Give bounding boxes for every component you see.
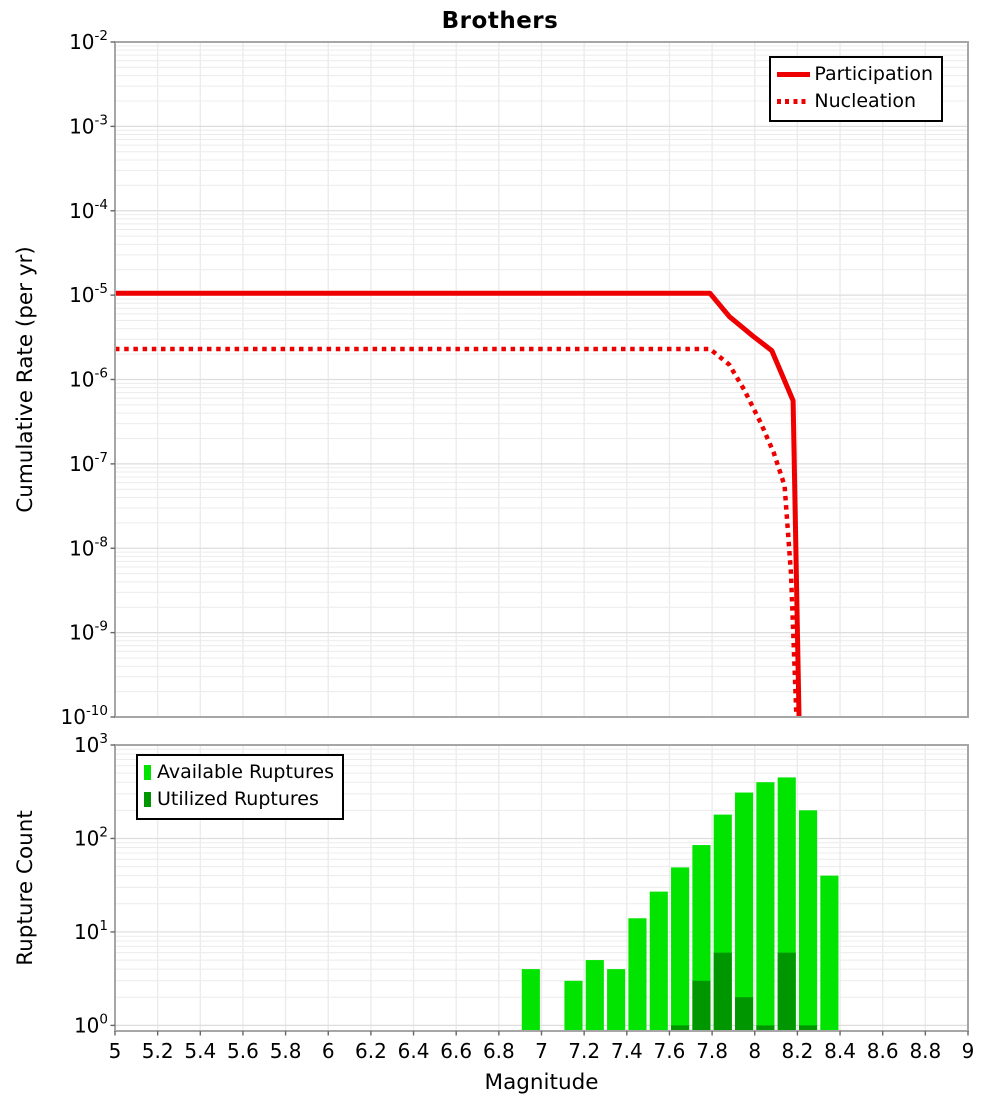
- x-tick-label: 6.2: [355, 1039, 387, 1063]
- x-tick-label: 6: [322, 1039, 335, 1063]
- y-tick-label: 103: [74, 731, 108, 757]
- x-tick-label: 7.2: [568, 1039, 600, 1063]
- x-tick-label: 8: [748, 1039, 761, 1063]
- y-tick-label: 10-8: [69, 534, 108, 560]
- available-bar: [521, 969, 540, 1031]
- legend-item-utilized: Utilized Ruptures: [144, 786, 334, 813]
- x-tick-label: 8.8: [909, 1039, 941, 1063]
- legend-item-participation: Participation: [777, 61, 933, 88]
- x-tick-label: 7.4: [611, 1039, 643, 1063]
- available-bar: [671, 867, 690, 1031]
- legend-label: Available Ruptures: [157, 761, 334, 783]
- y-tick-label: 10-3: [69, 112, 108, 138]
- rate-legend: Participation Nucleation: [769, 56, 943, 122]
- page-title: Brothers: [441, 8, 559, 34]
- utilized-bar: [713, 952, 732, 1031]
- legend-label: Utilized Ruptures: [157, 788, 319, 810]
- available-bar: [585, 960, 604, 1031]
- rupture-legend: Available Ruptures Utilized Ruptures: [136, 754, 344, 820]
- x-tick-label: 6.4: [398, 1039, 430, 1063]
- utilized-bar: [799, 1025, 818, 1031]
- x-tick-label: 5.8: [270, 1039, 302, 1063]
- x-tick-label: 5.6: [227, 1039, 259, 1063]
- x-axis-title: Magnitude: [485, 1070, 599, 1095]
- nucleation-line: [115, 346, 799, 717]
- x-tick-label: 8.4: [824, 1039, 856, 1063]
- y-tick-label: 10-10: [60, 703, 108, 729]
- utilized-bar: [735, 997, 754, 1031]
- utilized-bars: [671, 952, 818, 1031]
- available-bar: [607, 969, 626, 1031]
- x-tick-label: 8.2: [781, 1039, 813, 1063]
- legend-item-nucleation: Nucleation: [777, 88, 933, 115]
- available-square-icon: [144, 765, 151, 780]
- top-y-tick-labels: 10-210-310-410-510-610-710-810-910-10: [60, 28, 115, 729]
- available-bar: [756, 782, 775, 1031]
- dotted-line-icon: [777, 99, 811, 104]
- top-grid: [115, 41, 968, 718]
- legend-label: Participation: [814, 63, 933, 85]
- utilized-bar: [756, 1025, 775, 1031]
- utilized-bar: [777, 952, 796, 1031]
- bottom-y-tick-labels: 103 102 101 100: [74, 731, 115, 1037]
- y-tick-label: 101: [74, 918, 108, 944]
- x-tick-label: 9: [962, 1039, 975, 1063]
- utilized-bar: [671, 1025, 690, 1031]
- x-tick-label: 6.8: [483, 1039, 515, 1063]
- y-tick-label: 10-5: [69, 281, 108, 307]
- utilized-square-icon: [144, 792, 151, 807]
- y-tick-label: 102: [74, 824, 108, 850]
- solid-line-icon: [777, 72, 811, 77]
- x-tick-label: 7: [535, 1039, 548, 1063]
- y-tick-label: 10-7: [69, 450, 108, 476]
- available-bar: [628, 918, 647, 1031]
- x-tick-label: 5.4: [184, 1039, 216, 1063]
- participation-line: [115, 290, 802, 717]
- x-tick-labels: 5 5.2 5.4 5.6 5.8 6 6.2 6.4 6.6 6.8 7 7.2 7.4 7.6 7.8 8…: [109, 1031, 975, 1063]
- x-tick-label: 5: [109, 1039, 122, 1063]
- available-bar: [649, 891, 668, 1031]
- available-bar: [799, 810, 818, 1031]
- y-tick-label: 10-6: [69, 366, 108, 392]
- legend-label: Nucleation: [814, 90, 917, 112]
- available-bar: [735, 792, 754, 1031]
- x-tick-label: 5.2: [142, 1039, 174, 1063]
- y-tick-label: 100: [74, 1011, 108, 1037]
- bottom-y-axis-title: Rupture Count: [13, 810, 38, 966]
- y-tick-label: 10-4: [69, 197, 108, 223]
- available-bar: [820, 875, 839, 1031]
- top-y-axis-title: Cumulative Rate (per yr): [13, 246, 38, 513]
- legend-item-available: Available Ruptures: [144, 759, 334, 786]
- x-tick-label: 6.6: [440, 1039, 472, 1063]
- y-tick-label: 10-9: [69, 619, 108, 645]
- available-bar: [564, 980, 583, 1031]
- x-tick-label: 7.8: [696, 1039, 728, 1063]
- utilized-bar: [692, 980, 711, 1031]
- x-tick-label: 8.6: [867, 1039, 899, 1063]
- x-tick-label: 7.6: [654, 1039, 686, 1063]
